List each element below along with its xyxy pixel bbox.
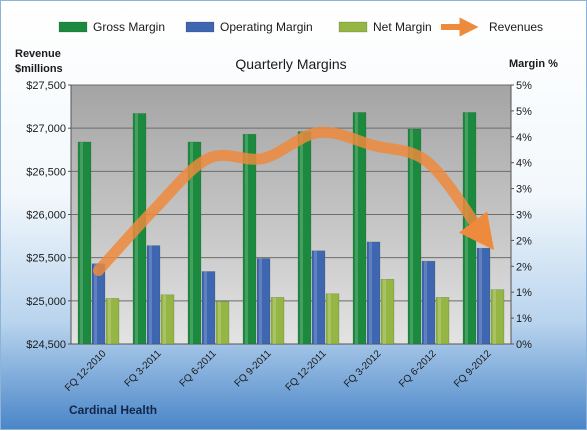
x-tick-label: FQ 3-2012 [342,348,384,390]
bar-operating-margin [146,245,161,345]
legend-label: Revenues [489,20,543,34]
left-tick-label: $27,000 [26,123,66,135]
bar-net-margin [435,297,450,345]
bar-gross-margin [407,128,422,345]
bar-operating-margin [366,241,381,345]
x-tick-label: FQ 3-2011 [123,348,164,389]
right-tick-label: 1% [516,313,532,325]
legend-label: Gross Margin [93,20,165,34]
bar-gross-margin [187,141,202,345]
x-tick-label: FQ 9-2012 [452,348,494,390]
bar-highlight [300,131,303,344]
legend-swatch [58,21,88,33]
bar-highlight [479,248,482,344]
x-tick-label: FQ 12-2010 [63,348,109,394]
bar-highlight [108,298,111,344]
bar-gross-margin [242,133,257,345]
bar-highlight [218,301,221,344]
right-tick-label: 4% [516,158,532,170]
chart-title: Quarterly Margins [235,56,346,72]
legend-swatch [185,21,215,33]
bar-highlight [149,245,152,344]
bar-highlight [383,279,386,344]
bar-highlight [80,141,83,344]
bar-highlight [410,129,413,344]
bar-highlight [369,241,372,344]
legend-label: Operating Margin [220,20,313,34]
company-name: Cardinal Health [69,403,158,417]
x-tick-label: FQ 9-2011 [233,348,274,389]
bar-gross-margin [77,141,92,345]
bar-highlight [355,112,358,344]
right-tick-label: 2% [516,261,532,273]
bar-net-margin [160,294,175,345]
right-tick-label: 5% [516,106,532,118]
left-tick-label: $27,500 [26,80,66,92]
bar-highlight [204,271,207,344]
legend-swatch [338,21,368,33]
left-axis-title-units: $millions [15,63,63,75]
bar-operating-margin [421,260,436,345]
x-tick-label: FQ 12-2011 [284,348,329,393]
bar-operating-margin [256,258,271,345]
bar-highlight [438,297,441,344]
bar-highlight [245,134,248,344]
left-axis-title: Revenue [15,48,61,60]
bar-operating-margin [476,247,491,345]
bar-highlight [328,293,331,344]
bar-gross-margin [352,112,367,345]
bar-net-margin [490,289,505,345]
left-tick-label: $26,500 [26,166,66,178]
right-tick-label: 5% [516,80,532,92]
x-tick-label: FQ 6-2012 [397,348,439,390]
bar-highlight [190,141,193,344]
bar-highlight [259,258,262,344]
bar-operating-margin [201,271,216,345]
bar-net-margin [380,279,395,345]
bar-highlight [465,112,468,344]
left-tick-label: $25,000 [26,296,66,308]
right-tick-label: 3% [516,184,532,196]
bar-net-margin [105,298,120,345]
bar-net-margin [325,293,340,345]
right-tick-label: 3% [516,210,532,222]
left-tick-label: $25,500 [26,253,66,265]
left-tick-label: $24,500 [26,339,66,351]
bar-highlight [273,297,276,344]
right-axis-title: Margin % [509,58,558,70]
bar-net-margin [215,301,230,345]
bar-highlight [314,250,317,344]
bar-highlight [493,289,496,344]
revenues-arrow [93,126,495,277]
bar-highlight [163,294,166,344]
bar-highlight [94,263,97,344]
right-tick-label: 1% [516,287,532,299]
bar-operating-margin [311,250,326,345]
bar-gross-margin [297,131,312,345]
left-tick-label: $26,000 [26,210,66,222]
right-tick-label: 4% [516,132,532,144]
right-tick-label: 0% [516,339,532,351]
x-tick-label: FQ 6-2011 [178,348,219,389]
bar-highlight [424,261,427,344]
legend-label: Net Margin [373,20,432,34]
bar-net-margin [270,297,285,345]
right-tick-label: 2% [516,235,532,247]
